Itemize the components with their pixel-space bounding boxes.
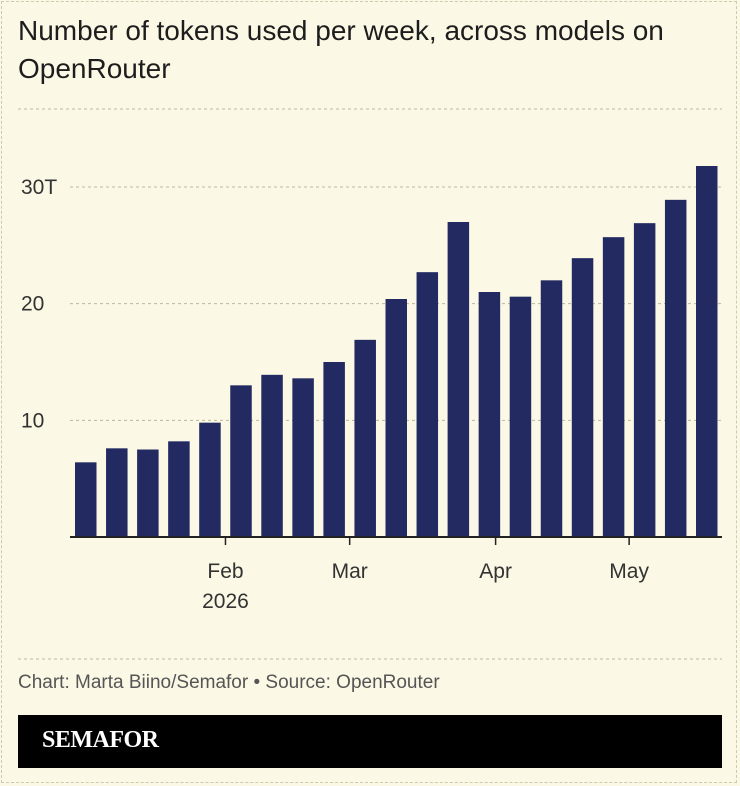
x-tick-label-0: Feb: [207, 560, 243, 583]
bar-19: [664, 199, 687, 538]
semafor-logo: SEMAFOR: [42, 727, 159, 753]
bar-5: [230, 385, 252, 537]
bar-13: [478, 292, 501, 537]
bar-6: [261, 374, 283, 537]
bar-11: [416, 272, 439, 537]
y-tick-label-0: 10: [21, 409, 44, 432]
bar-18: [633, 223, 656, 537]
bar-2: [137, 449, 159, 537]
x-tick-label-3: May: [609, 560, 649, 583]
bar-10: [385, 299, 407, 537]
bar-4: [199, 422, 221, 537]
bar-1: [106, 448, 128, 537]
bar-17: [602, 237, 625, 537]
chart-title: Number of tokens used per week, across m…: [18, 15, 664, 84]
bar-8: [323, 362, 345, 537]
chart-plot: 10 20 30T Feb 2026 Mar Apr May: [18, 108, 722, 660]
x-tick-label-1: Mar: [332, 560, 368, 583]
x-tick-sublabel-0: 2026: [202, 590, 249, 613]
y-tick-label-2: 30T: [21, 176, 57, 199]
brand-footer: SEMAFOR: [18, 715, 722, 768]
y-tick-label-1: 20: [21, 293, 44, 316]
bar-9: [354, 339, 376, 537]
bar-20: [696, 166, 718, 537]
bar-12: [447, 222, 470, 537]
chart-credit: Chart: Marta Biino/Semafor • Source: Ope…: [18, 672, 440, 693]
bar-7: [292, 378, 314, 537]
x-tick-label-2: Apr: [479, 560, 512, 583]
bar-15: [540, 280, 563, 537]
bar-16: [571, 258, 594, 537]
bar-0: [75, 462, 97, 537]
bar-3: [168, 441, 190, 537]
bar-14: [509, 296, 532, 537]
